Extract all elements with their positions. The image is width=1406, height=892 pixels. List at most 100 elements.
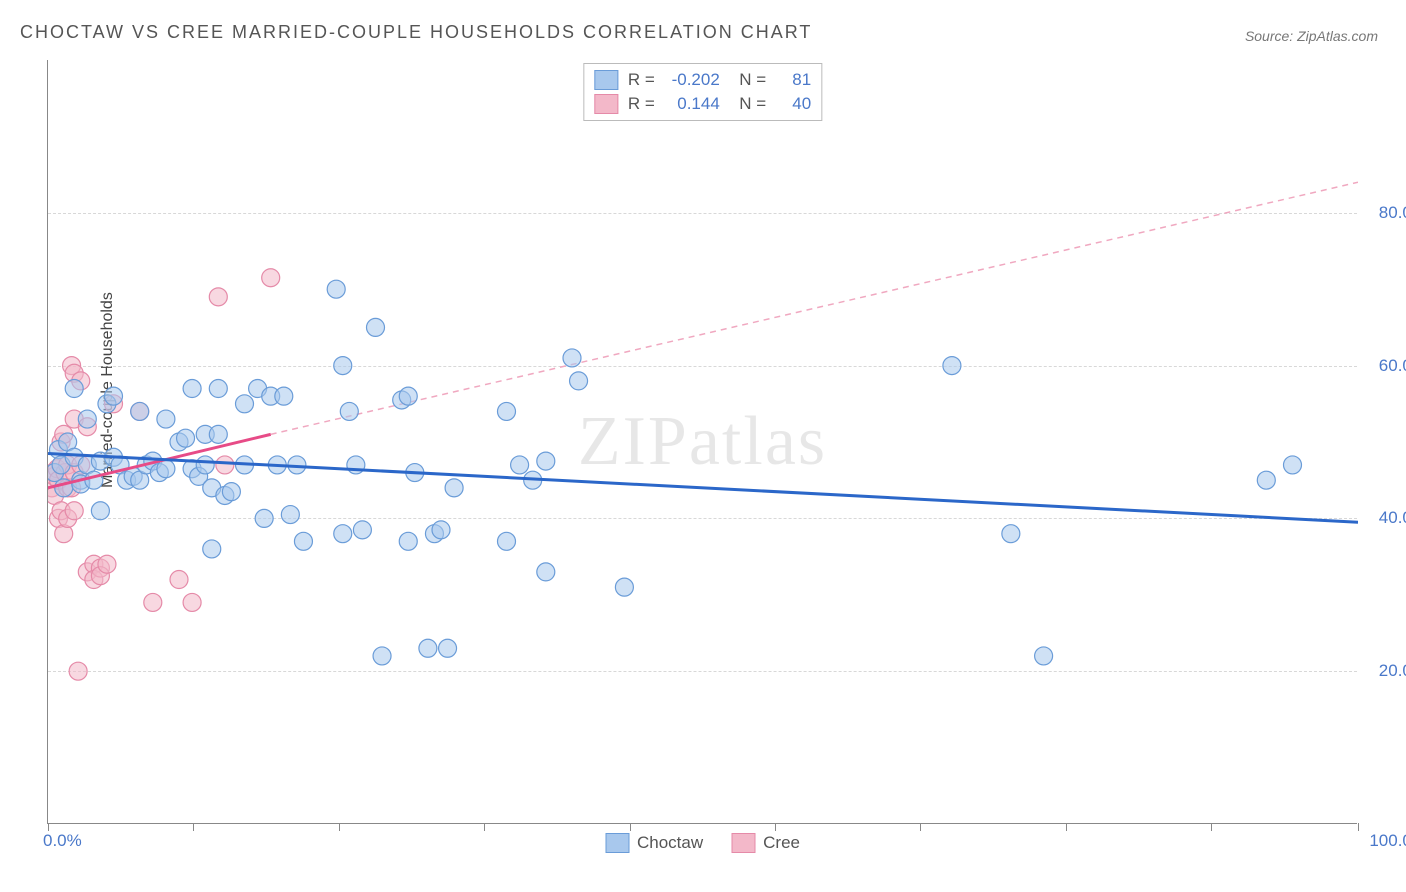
scatter-point bbox=[183, 380, 201, 398]
scatter-point bbox=[1284, 456, 1302, 474]
legend-r-cree: 0.144 bbox=[665, 94, 720, 114]
scatter-point bbox=[105, 387, 123, 405]
scatter-point bbox=[157, 410, 175, 428]
scatter-point bbox=[78, 456, 96, 474]
x-tick bbox=[48, 823, 49, 831]
watermark: ZIPatlas bbox=[578, 402, 827, 482]
scatter-point bbox=[98, 555, 116, 573]
scatter-point bbox=[399, 387, 417, 405]
scatter-point bbox=[78, 418, 96, 436]
scatter-point bbox=[55, 525, 73, 543]
x-axis-max-label: 100.0% bbox=[1369, 831, 1406, 851]
legend-n-label: N = bbox=[730, 70, 766, 90]
gridline bbox=[48, 518, 1357, 519]
scatter-point bbox=[196, 425, 214, 443]
scatter-point bbox=[563, 349, 581, 367]
scatter-point bbox=[511, 456, 529, 474]
swatch-cree-icon bbox=[731, 833, 755, 853]
scatter-point bbox=[367, 318, 385, 336]
scatter-point bbox=[48, 486, 64, 504]
scatter-point bbox=[537, 452, 555, 470]
scatter-point bbox=[353, 521, 371, 539]
scatter-point bbox=[157, 460, 175, 478]
scatter-point bbox=[118, 471, 136, 489]
scatter-point bbox=[334, 525, 352, 543]
scatter-point bbox=[91, 567, 109, 585]
scatter-point bbox=[425, 525, 443, 543]
x-tick bbox=[920, 823, 921, 831]
scatter-point bbox=[294, 532, 312, 550]
legend-item-choctaw: Choctaw bbox=[605, 833, 703, 853]
scatter-point bbox=[105, 448, 123, 466]
series-name-cree: Cree bbox=[763, 833, 800, 853]
swatch-cree bbox=[594, 94, 618, 114]
scatter-point bbox=[48, 464, 64, 482]
scatter-point bbox=[347, 456, 365, 474]
scatter-point bbox=[203, 479, 221, 497]
scatter-point bbox=[177, 429, 195, 447]
legend-r-label: R = bbox=[628, 94, 655, 114]
scatter-point bbox=[55, 425, 73, 443]
scatter-point bbox=[275, 387, 293, 405]
scatter-point bbox=[49, 441, 67, 459]
legend-row-cree: R = 0.144 N = 40 bbox=[594, 92, 811, 116]
x-tick bbox=[1358, 823, 1359, 831]
gridline bbox=[48, 671, 1357, 672]
scatter-point bbox=[48, 460, 66, 478]
scatter-point bbox=[52, 433, 70, 451]
scatter-point bbox=[209, 288, 227, 306]
scatter-point bbox=[268, 456, 286, 474]
scatter-point bbox=[498, 402, 516, 420]
legend-n-label: N = bbox=[730, 94, 766, 114]
scatter-point bbox=[98, 395, 116, 413]
scatter-point bbox=[111, 456, 129, 474]
scatter-point bbox=[498, 532, 516, 550]
scatter-point bbox=[203, 540, 221, 558]
scatter-point bbox=[63, 479, 81, 497]
scatter-point bbox=[406, 464, 424, 482]
scatter-point bbox=[65, 464, 83, 482]
scatter-point bbox=[1035, 647, 1053, 665]
legend-r-choctaw: -0.202 bbox=[665, 70, 720, 90]
y-tick-label: 20.0% bbox=[1379, 661, 1406, 681]
scatter-point bbox=[327, 280, 345, 298]
scatter-point bbox=[65, 410, 83, 428]
scatter-point bbox=[236, 395, 254, 413]
legend-item-cree: Cree bbox=[731, 833, 800, 853]
scatter-point bbox=[1002, 525, 1020, 543]
scatter-point bbox=[59, 456, 77, 474]
y-tick-label: 40.0% bbox=[1379, 508, 1406, 528]
scatter-point bbox=[445, 479, 463, 497]
scatter-point bbox=[105, 395, 123, 413]
scatter-point bbox=[170, 571, 188, 589]
scatter-point bbox=[216, 486, 234, 504]
scatter-point bbox=[49, 471, 67, 489]
scatter-point bbox=[209, 380, 227, 398]
legend-n-cree: 40 bbox=[776, 94, 811, 114]
scatter-point bbox=[78, 410, 96, 428]
scatter-point bbox=[340, 402, 358, 420]
scatter-svg bbox=[48, 60, 1358, 824]
gridline bbox=[48, 213, 1357, 214]
chart-plot-area: ZIPatlas 20.0%40.0%60.0%80.0% 0.0% 100.0… bbox=[47, 60, 1357, 824]
scatter-point bbox=[393, 391, 411, 409]
legend-n-choctaw: 81 bbox=[776, 70, 811, 90]
scatter-point bbox=[262, 269, 280, 287]
source-attribution: Source: ZipAtlas.com bbox=[1245, 28, 1378, 44]
scatter-point bbox=[209, 425, 227, 443]
scatter-point bbox=[85, 555, 103, 573]
swatch-choctaw bbox=[594, 70, 618, 90]
x-tick bbox=[1066, 823, 1067, 831]
scatter-point bbox=[65, 380, 83, 398]
scatter-point bbox=[524, 471, 542, 489]
x-tick bbox=[630, 823, 631, 831]
scatter-point bbox=[55, 479, 73, 497]
scatter-point bbox=[170, 433, 188, 451]
x-tick bbox=[1211, 823, 1212, 831]
scatter-point bbox=[91, 452, 109, 470]
series-name-choctaw: Choctaw bbox=[637, 833, 703, 853]
scatter-point bbox=[72, 456, 90, 474]
scatter-point bbox=[288, 456, 306, 474]
scatter-point bbox=[570, 372, 588, 390]
swatch-choctaw-icon bbox=[605, 833, 629, 853]
